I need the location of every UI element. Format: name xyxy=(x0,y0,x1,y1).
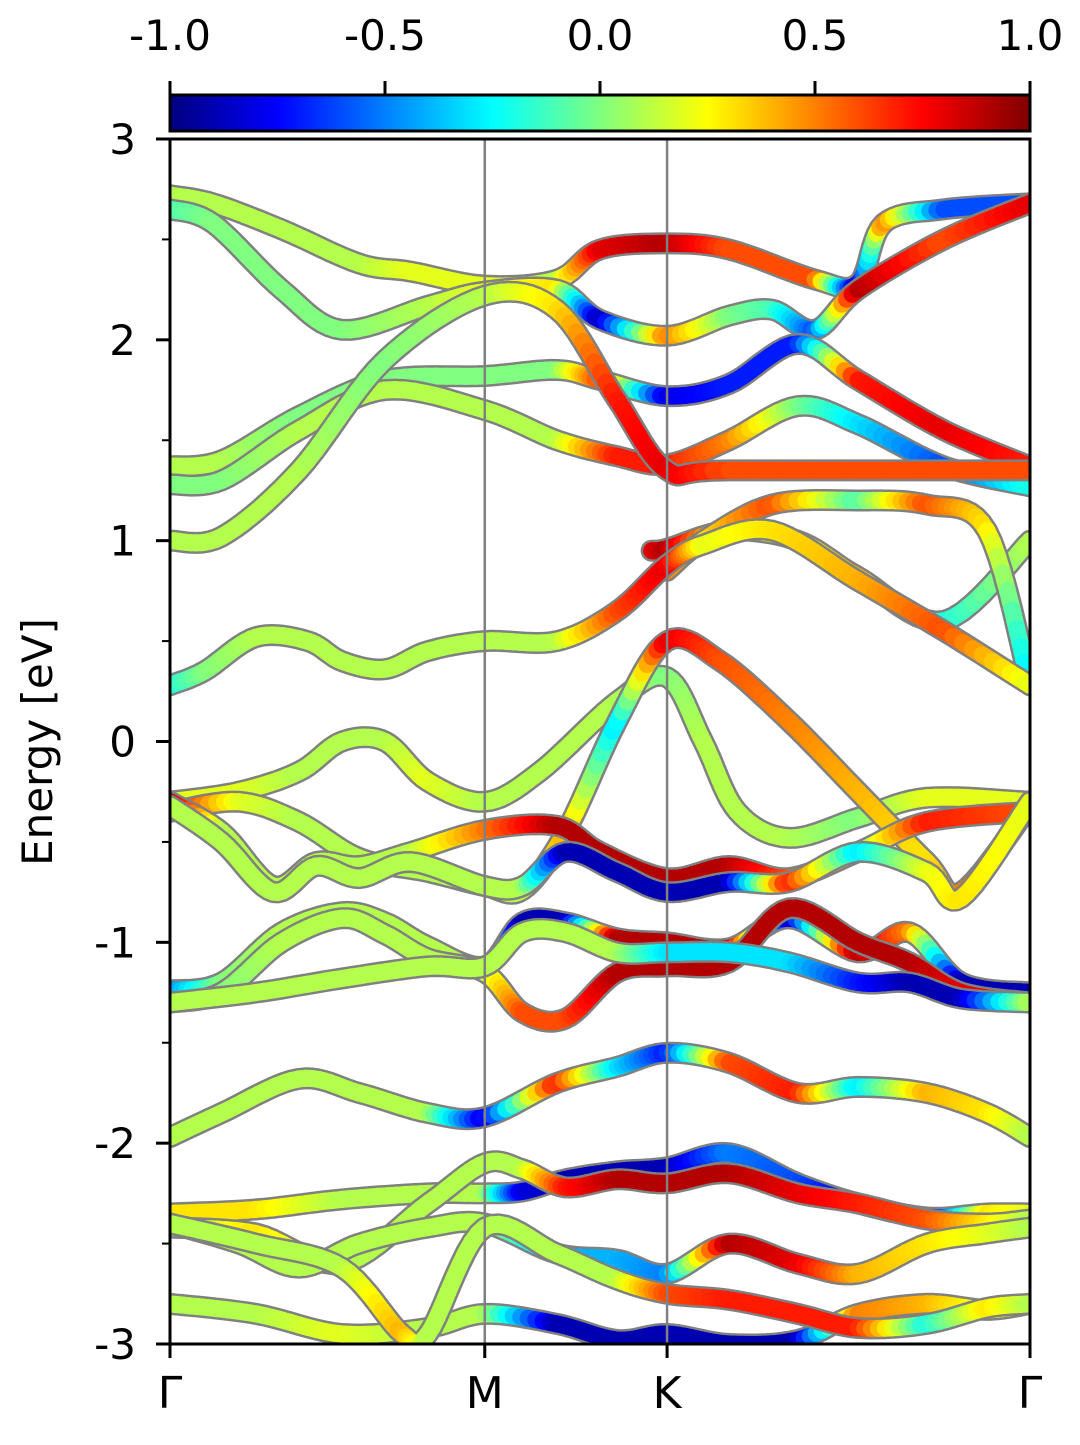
x-tick-label: Γ xyxy=(1018,1368,1043,1419)
y-tick-label: 3 xyxy=(109,115,136,164)
x-tick-label: Γ xyxy=(158,1368,183,1419)
colorbar: -1.0 -0.5 0.0 0.5 1.0 xyxy=(129,11,1063,131)
bands xyxy=(170,195,1030,1345)
colorbar-tick-label: -0.5 xyxy=(344,11,426,60)
colorbar-tick-label: 1.0 xyxy=(997,11,1064,60)
y-tick-label: 0 xyxy=(109,718,136,767)
band-16 xyxy=(170,1053,1030,1137)
colorbar-tick-label: -1.0 xyxy=(129,11,211,60)
y-axis-label: Energy [eV] xyxy=(13,618,62,866)
colorbar-tick-label: 0.0 xyxy=(567,11,634,60)
y-tick-label: -1 xyxy=(94,918,136,967)
band-8 xyxy=(170,529,1030,685)
colorbar-tick-label: 0.5 xyxy=(782,11,849,60)
colorbar-gradient xyxy=(170,95,1030,131)
y-tick-label: -2 xyxy=(94,1119,136,1168)
y-tick-label: 2 xyxy=(109,316,136,365)
x-tick-label: K xyxy=(653,1368,683,1419)
y-tick-label: -3 xyxy=(94,1320,136,1369)
y-tick-label: 1 xyxy=(109,517,136,566)
x-tick-label: M xyxy=(466,1368,504,1419)
